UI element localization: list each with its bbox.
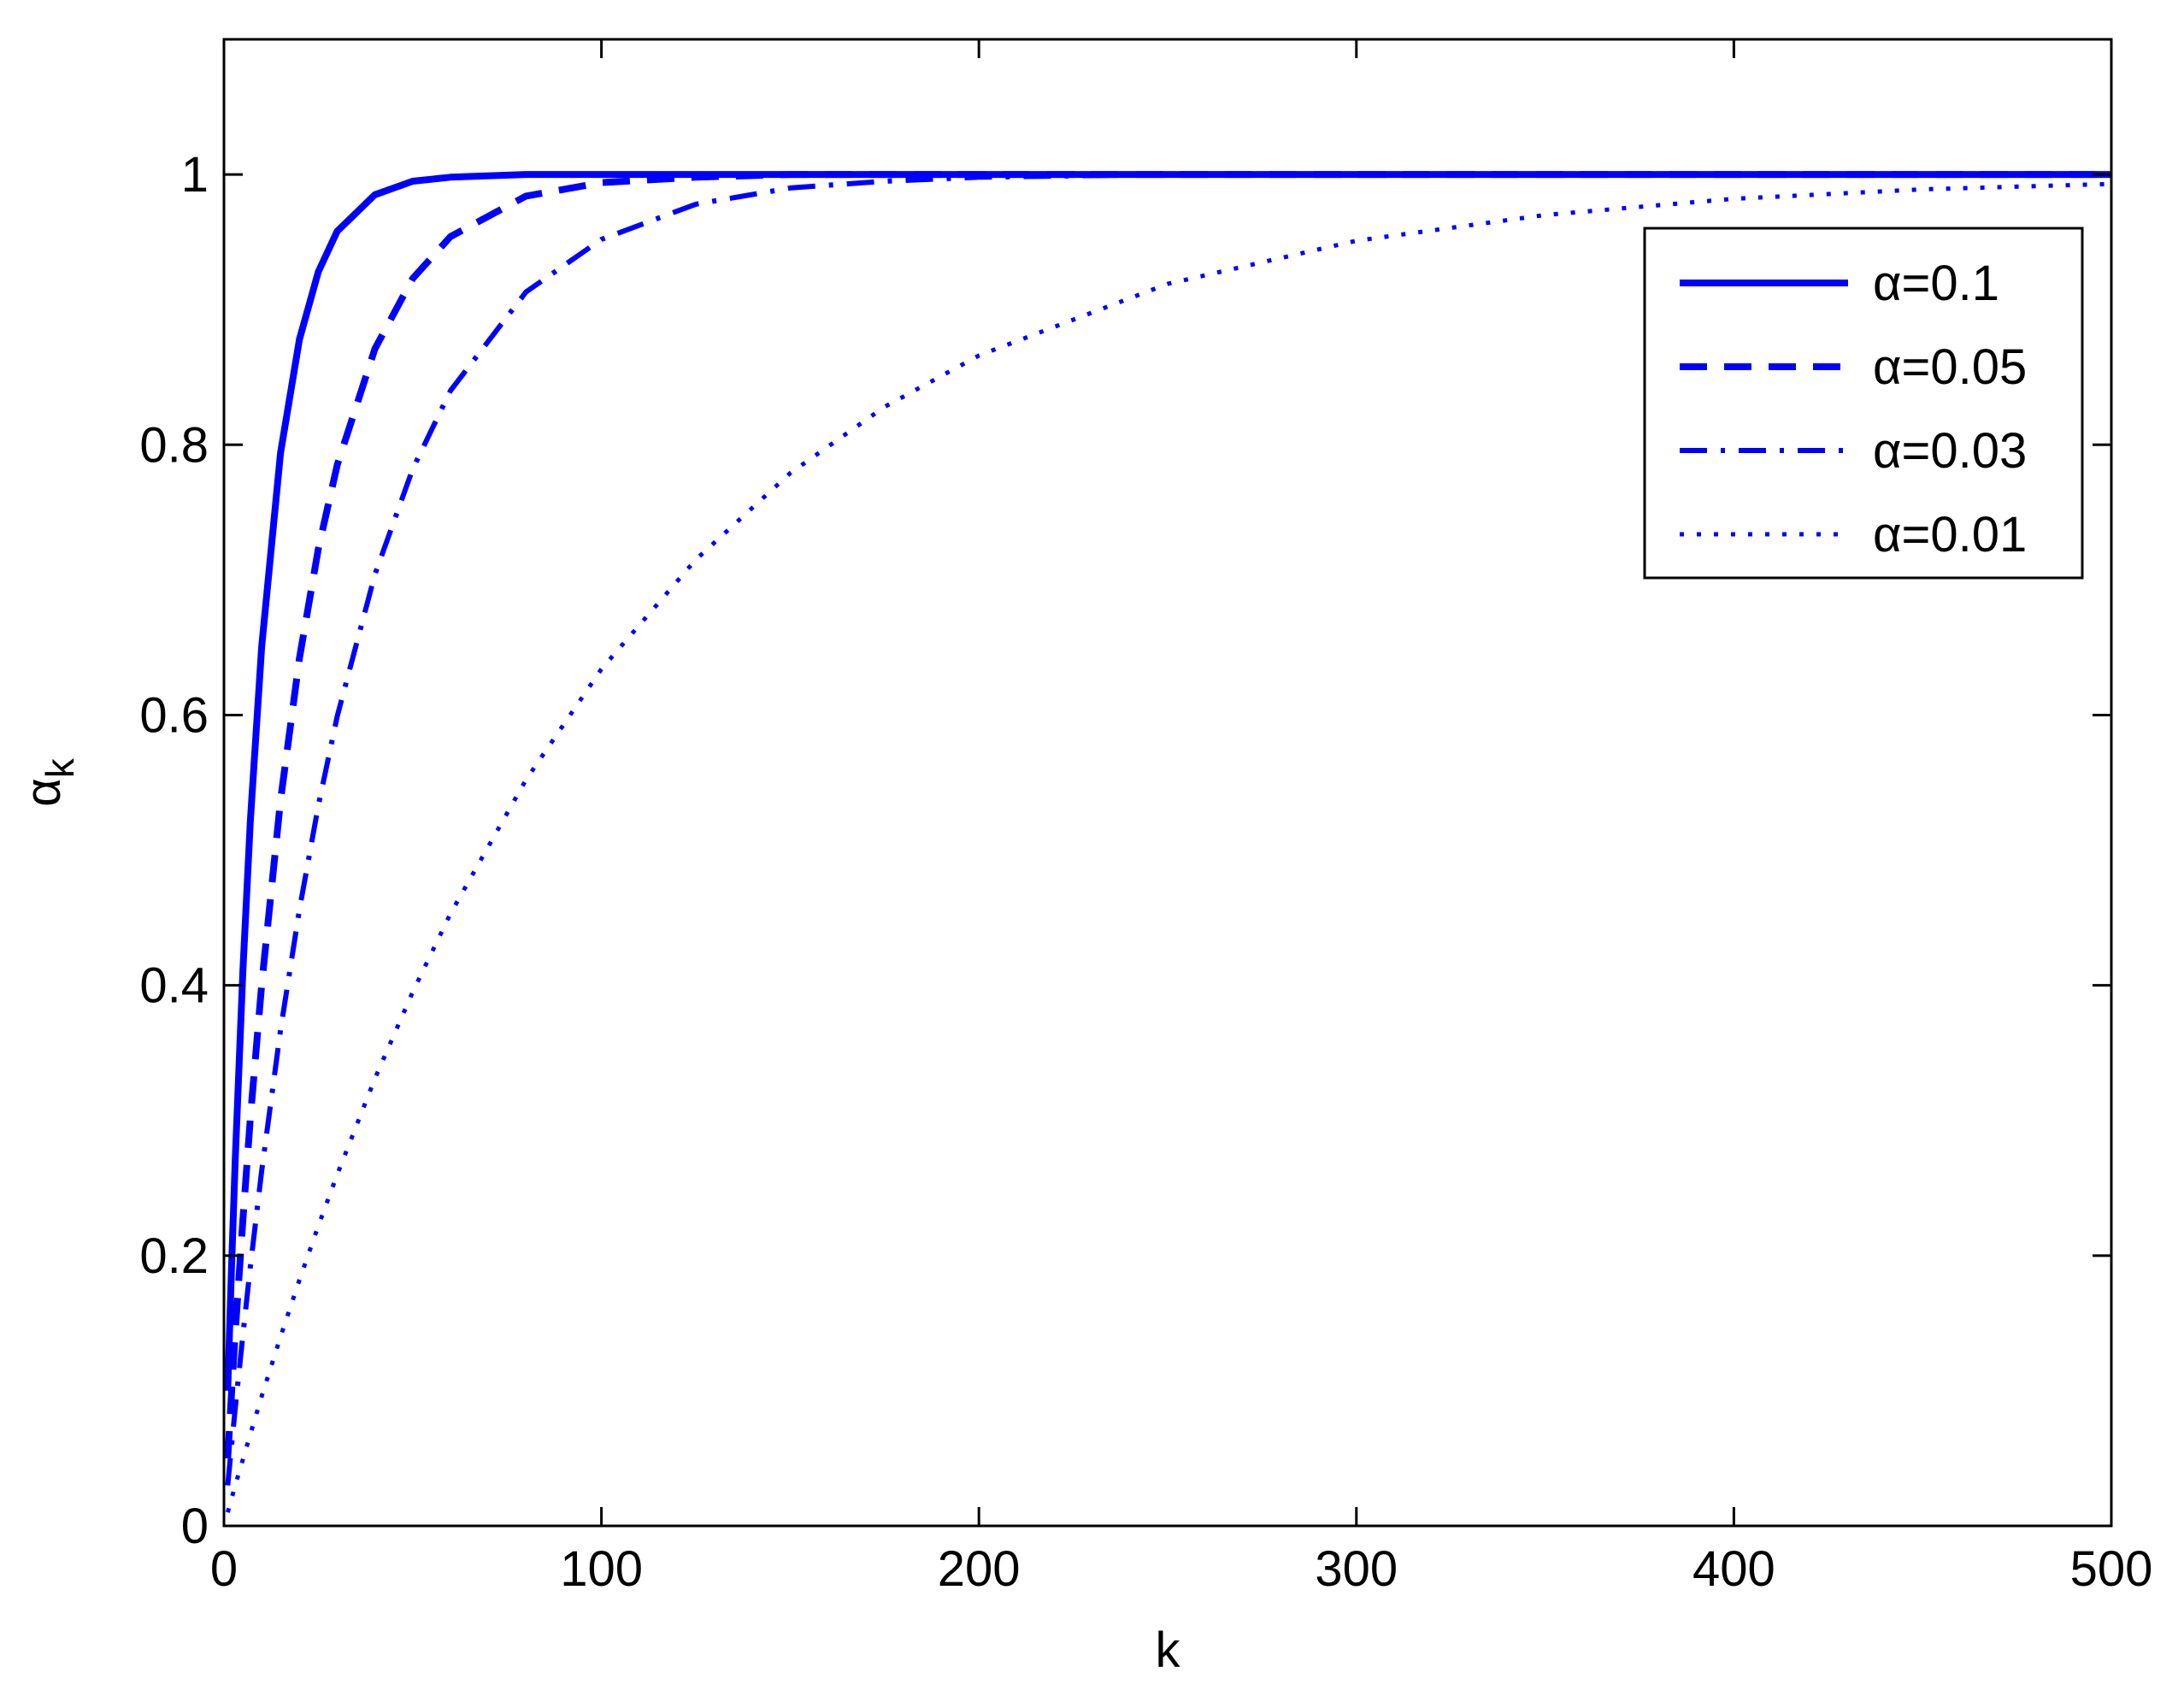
data-line (224, 171, 2111, 1392)
x-tick-label: 500 (2070, 1541, 2153, 1597)
x-tick-label: 100 (560, 1541, 643, 1597)
x-tick-label: 300 (1315, 1541, 1398, 1597)
legend: α=0.1 α=0.05 α=0.03 α=0.01 (1643, 227, 2084, 580)
y-tick-label: 0.8 (139, 417, 209, 473)
legend-label: α=0.1 (1873, 256, 1999, 311)
legend-label: α=0.05 (1873, 339, 2027, 395)
y-tick-label: 0.4 (139, 958, 209, 1014)
data-line (225, 172, 2111, 1486)
y-tick-label: 0.6 (139, 687, 209, 743)
axes-box (222, 38, 2113, 1528)
x-tick-label: 400 (1692, 1541, 1775, 1597)
y-tick-label: 0 (181, 1499, 209, 1554)
data-line (224, 171, 2111, 1459)
legend-label: α=0.01 (1873, 507, 2027, 562)
legend-box (1643, 227, 2084, 580)
legend-label: α=0.03 (1873, 423, 2027, 479)
y-tick-label: 0.2 (139, 1228, 209, 1284)
y-axis-label: αk (15, 757, 82, 807)
x-axis-label: k (1156, 1622, 1181, 1678)
y-axis-label-main: α (15, 778, 71, 807)
x-tick-label: 200 (938, 1541, 1021, 1597)
y-axis-label-subscript: k (38, 757, 82, 778)
y-tick-label: 1 (181, 147, 209, 203)
x-tick-label: 0 (210, 1541, 238, 1597)
